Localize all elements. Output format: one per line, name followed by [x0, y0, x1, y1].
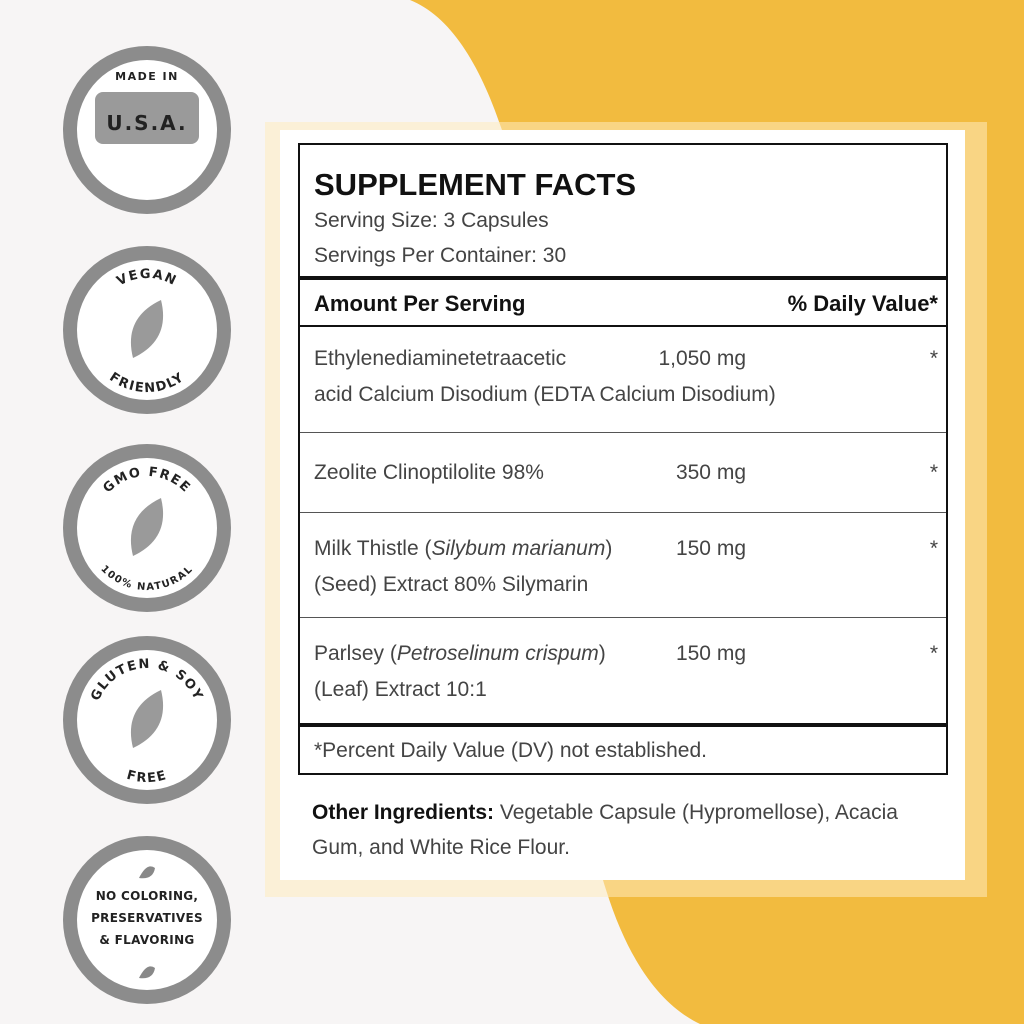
facts-title: SUPPLEMENT FACTS [314, 167, 637, 202]
badge-text: NO COLORING, [96, 889, 199, 903]
badge-text: & FLAVORING [99, 933, 194, 947]
footnote: *Percent Daily Value (DV) not establishe… [314, 739, 707, 762]
ingredient-text: Zeolite Clinoptilolite 98% [314, 461, 544, 484]
ingredient-line: Parlsey (Petroselinum crispum) [314, 642, 606, 666]
badge-text: FREE [125, 768, 169, 786]
divider [300, 432, 946, 433]
ingredient-text: Ethylenediaminetetraacetic [314, 347, 567, 370]
ingredient-text: Milk Thistle ( [314, 537, 432, 560]
ingredient-line: Zeolite Clinoptilolite 98% [314, 461, 544, 485]
ingredient-text: ) [605, 537, 613, 560]
servings-per-container: Servings Per Container: 30 [314, 244, 567, 267]
amount: 350 mg [675, 461, 746, 484]
badge-text: MADE IN [115, 70, 179, 83]
badge-bottom: FREE [125, 768, 167, 786]
ingredient-text: ) [598, 642, 606, 665]
leaf-icon [139, 866, 155, 879]
ingredient-line: acid Calcium Disodium (EDTA Calcium Diso… [314, 383, 776, 407]
badge-text: PRESERVATIVES [91, 911, 203, 925]
header-right: % Daily Value* [787, 291, 938, 316]
daily-value: * [929, 347, 938, 370]
ingredient-text: (Leaf) Extract 10:1 [314, 678, 487, 701]
ingredient-line: Milk Thistle (Silybum marianum) [314, 537, 612, 561]
rule [300, 325, 946, 327]
badge-text: U.S.A. [106, 111, 187, 135]
daily-value: * [929, 537, 938, 560]
divider [300, 617, 946, 618]
divider [300, 512, 946, 513]
amount: 150 mg [675, 537, 746, 560]
card [280, 130, 965, 880]
serving-size: Serving Size: 3 Capsules [314, 209, 549, 232]
other-text: Vegetable Capsule (Hypromellose), Acacia… [312, 801, 898, 859]
ingredient-line: Ethylenediaminetetraacetic [314, 347, 566, 371]
flag-icon [95, 92, 199, 144]
badge-text: VEGAN [115, 267, 180, 289]
badge-icon [130, 498, 164, 556]
supplement-facts: SUPPLEMENT FACTS Serving Size: 3 Capsule… [298, 143, 948, 775]
amount: 150 mg [675, 642, 746, 665]
ingredient-text: Silybum marianum [431, 537, 606, 560]
other-label: Other Ingredients: [312, 801, 495, 824]
ingredient-text: (Seed) Extract 80% Silymarin [314, 573, 589, 596]
daily-value: * [929, 461, 938, 484]
ingredient-text: acid Calcium Disodium (EDTA Calcium Diso… [314, 383, 776, 406]
ingredient-text: Petroselinum crispum [396, 642, 599, 665]
badge-face [77, 850, 217, 990]
ingredient-text: Parlsey ( [314, 642, 397, 665]
leaf-icon [139, 966, 155, 979]
daily-value: * [929, 642, 938, 665]
ingredient-line: (Seed) Extract 80% Silymarin [314, 573, 588, 597]
header-left: Amount Per Serving [314, 291, 526, 316]
rule [300, 276, 946, 280]
rule [300, 723, 946, 727]
other-ingredients: Other Ingredients: Vegetable Capsule (Hy… [312, 795, 932, 865]
badge-top: VEGAN [115, 267, 178, 289]
badge-icon [130, 690, 164, 748]
badge-icon [130, 300, 164, 358]
amount: 1,050 mg [658, 347, 746, 370]
ingredient-line: (Leaf) Extract 10:1 [314, 678, 487, 702]
